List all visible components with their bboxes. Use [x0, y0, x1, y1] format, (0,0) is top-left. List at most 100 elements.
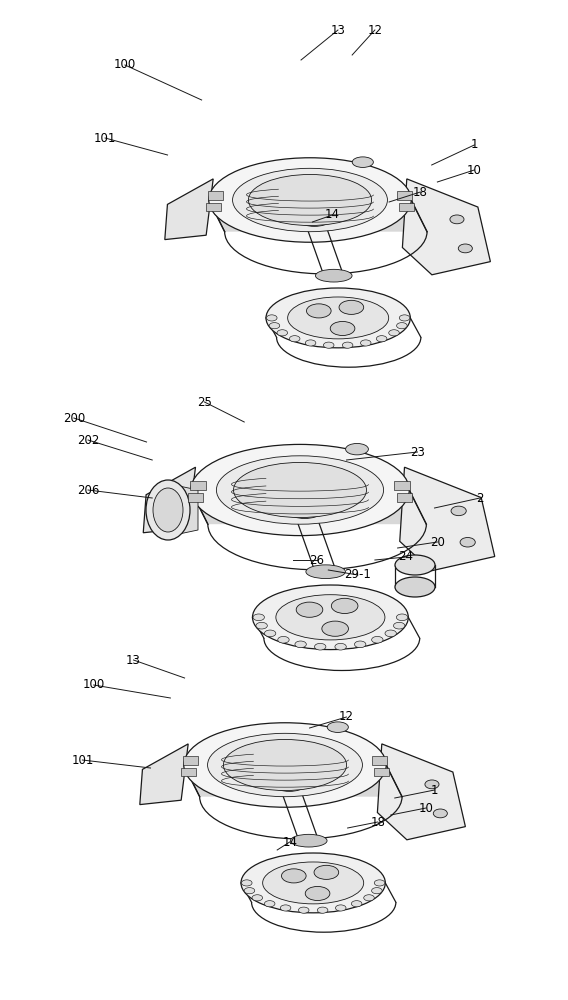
Ellipse shape — [315, 269, 352, 282]
Text: 10: 10 — [419, 802, 433, 814]
Polygon shape — [394, 481, 410, 490]
Polygon shape — [372, 756, 387, 765]
Ellipse shape — [327, 722, 348, 732]
Ellipse shape — [331, 598, 358, 613]
Ellipse shape — [322, 621, 348, 636]
Ellipse shape — [315, 643, 326, 650]
Polygon shape — [143, 467, 195, 533]
Text: 101: 101 — [71, 754, 94, 766]
Ellipse shape — [280, 905, 291, 911]
Ellipse shape — [306, 565, 345, 579]
Ellipse shape — [425, 780, 439, 789]
Ellipse shape — [352, 157, 373, 167]
Text: 18: 18 — [370, 816, 385, 828]
Ellipse shape — [216, 456, 383, 524]
Ellipse shape — [277, 330, 287, 336]
Text: 12: 12 — [367, 23, 382, 36]
Ellipse shape — [295, 641, 306, 648]
Ellipse shape — [458, 244, 473, 253]
Ellipse shape — [290, 507, 320, 518]
Ellipse shape — [323, 342, 334, 348]
Ellipse shape — [335, 643, 346, 650]
Polygon shape — [183, 756, 198, 765]
Text: 14: 14 — [325, 209, 340, 222]
Ellipse shape — [253, 585, 408, 650]
Ellipse shape — [290, 336, 300, 342]
Ellipse shape — [330, 321, 355, 336]
Ellipse shape — [265, 901, 275, 907]
Polygon shape — [209, 200, 427, 232]
Text: 100: 100 — [114, 58, 136, 72]
Ellipse shape — [354, 641, 366, 648]
Ellipse shape — [233, 462, 366, 518]
Ellipse shape — [266, 315, 277, 321]
Ellipse shape — [209, 158, 411, 242]
Ellipse shape — [191, 444, 410, 536]
Ellipse shape — [361, 340, 371, 346]
Ellipse shape — [248, 174, 371, 226]
Ellipse shape — [306, 340, 316, 346]
Text: 200: 200 — [62, 412, 85, 424]
Polygon shape — [377, 744, 465, 840]
Ellipse shape — [396, 323, 407, 329]
Ellipse shape — [318, 907, 328, 913]
Polygon shape — [140, 744, 188, 805]
Ellipse shape — [399, 315, 410, 321]
Text: 24: 24 — [399, 550, 414, 564]
Text: 202: 202 — [77, 434, 99, 446]
Ellipse shape — [451, 506, 466, 516]
Polygon shape — [208, 191, 223, 200]
Ellipse shape — [244, 888, 254, 894]
Polygon shape — [399, 203, 414, 211]
Ellipse shape — [296, 602, 323, 617]
Polygon shape — [374, 768, 389, 776]
Polygon shape — [184, 765, 402, 797]
Text: 23: 23 — [410, 446, 425, 458]
Ellipse shape — [345, 443, 369, 455]
Text: 2: 2 — [476, 491, 484, 504]
Polygon shape — [165, 179, 213, 240]
Text: 14: 14 — [282, 836, 297, 848]
Ellipse shape — [290, 834, 327, 847]
Ellipse shape — [275, 781, 303, 791]
Polygon shape — [400, 467, 495, 571]
Ellipse shape — [371, 636, 383, 643]
Polygon shape — [190, 481, 206, 490]
Ellipse shape — [269, 323, 280, 329]
Polygon shape — [402, 179, 490, 275]
Ellipse shape — [278, 636, 289, 643]
Ellipse shape — [282, 869, 306, 883]
Ellipse shape — [223, 739, 346, 791]
Ellipse shape — [305, 886, 330, 901]
Ellipse shape — [336, 905, 346, 911]
Ellipse shape — [146, 480, 190, 540]
Text: 25: 25 — [197, 395, 212, 408]
Ellipse shape — [207, 733, 362, 797]
Ellipse shape — [364, 895, 374, 901]
Ellipse shape — [450, 215, 464, 224]
Ellipse shape — [241, 880, 252, 886]
Ellipse shape — [184, 723, 386, 807]
Ellipse shape — [307, 304, 331, 318]
Ellipse shape — [385, 630, 396, 637]
Polygon shape — [191, 490, 427, 524]
Text: 20: 20 — [430, 536, 445, 548]
Polygon shape — [397, 191, 412, 200]
Text: 1: 1 — [431, 784, 438, 796]
Ellipse shape — [266, 288, 410, 348]
Polygon shape — [160, 482, 198, 538]
Ellipse shape — [241, 853, 385, 913]
Polygon shape — [396, 493, 412, 502]
Ellipse shape — [352, 901, 362, 907]
Ellipse shape — [298, 907, 309, 913]
Polygon shape — [181, 768, 195, 776]
Ellipse shape — [265, 630, 276, 637]
Ellipse shape — [389, 330, 399, 336]
Text: 101: 101 — [94, 131, 116, 144]
Ellipse shape — [394, 622, 405, 629]
Text: 26: 26 — [310, 554, 324, 566]
Ellipse shape — [395, 577, 435, 597]
Ellipse shape — [287, 297, 389, 339]
Ellipse shape — [396, 614, 408, 621]
Ellipse shape — [433, 809, 448, 818]
